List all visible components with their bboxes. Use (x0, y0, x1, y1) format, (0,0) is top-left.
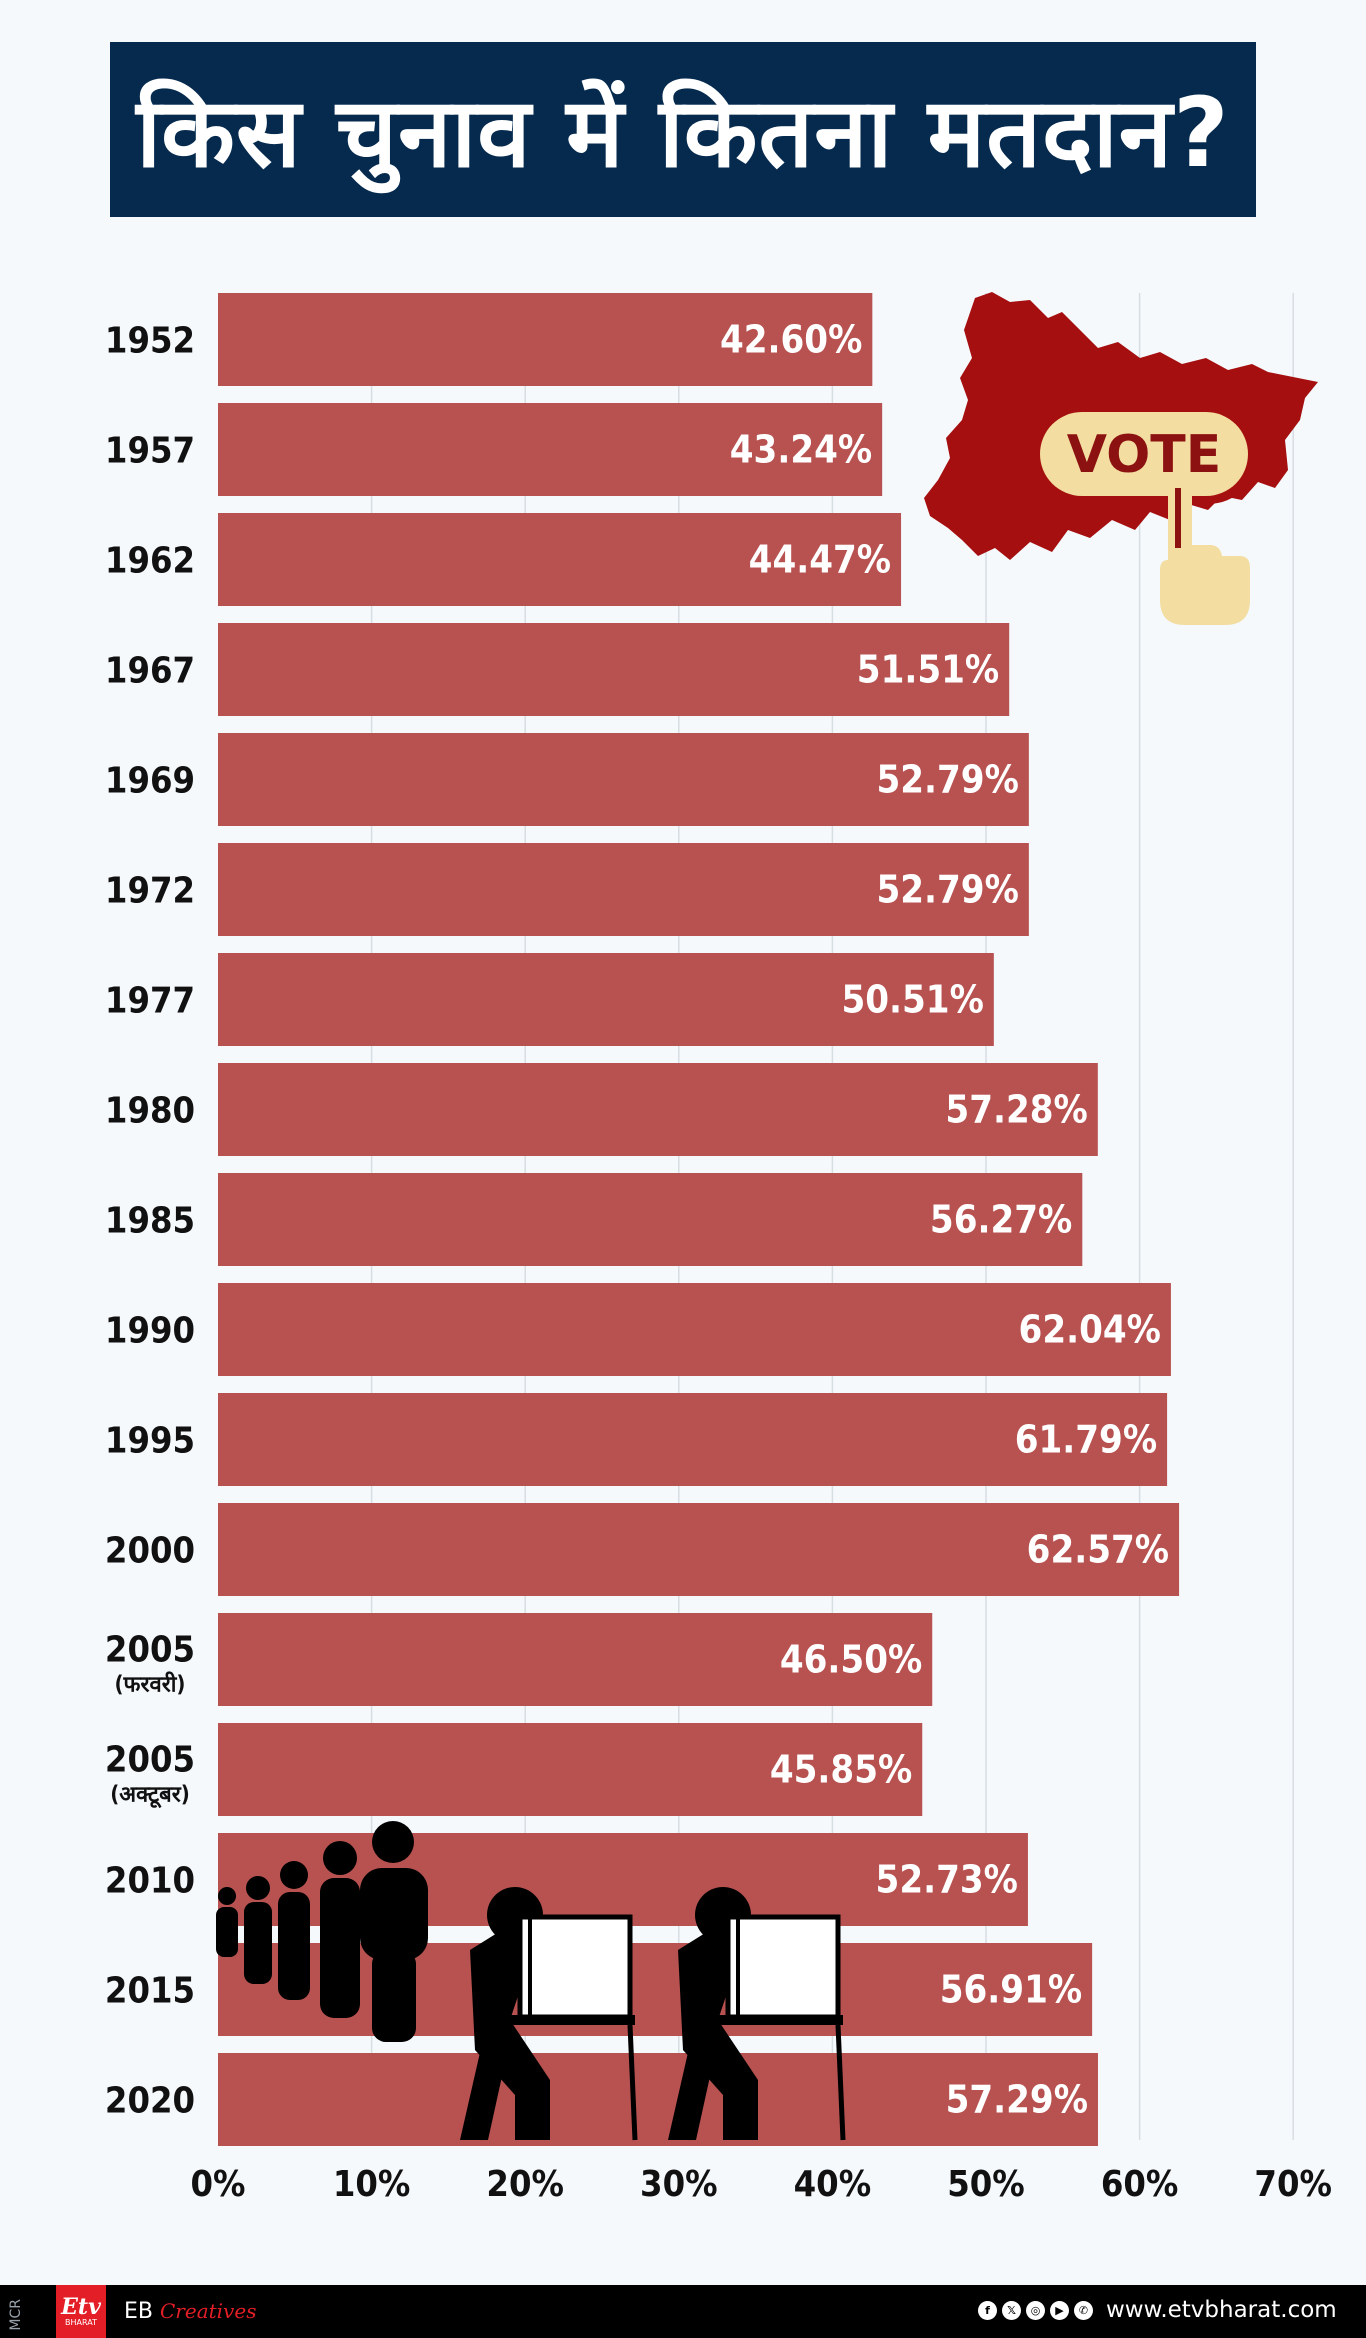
logo-main: Etv (61, 2294, 101, 2320)
bar (218, 1173, 1083, 1266)
booth-screen (725, 1914, 841, 2020)
whatsapp-icon[interactable]: ✆ (1074, 2301, 1093, 2320)
bar-value-label: 56.91% (940, 1968, 1082, 2012)
x-icon[interactable]: 𝕏 (1002, 2301, 1021, 2320)
bar (218, 1393, 1168, 1486)
year-label: 1980 (105, 1091, 195, 1132)
bar-value-label: 57.29% (946, 2078, 1088, 2122)
x-tick-label: 50% (947, 2164, 1025, 2205)
social-icons: f 𝕏 ◎ ▶ ✆ (978, 2301, 1093, 2320)
bar-value-label: 52.73% (876, 1858, 1018, 1902)
bar-value-label: 51.51% (857, 648, 999, 692)
bar-value-label: 57.28% (945, 1088, 1087, 1132)
booth-leg (835, 2024, 846, 2141)
x-tick-label: 20% (486, 2164, 564, 2205)
x-tick-label: 40% (794, 2164, 872, 2205)
vote-badge (1040, 412, 1248, 496)
year-label: 1952 (105, 321, 195, 362)
x-tick-label: 0% (191, 2164, 246, 2205)
bar (218, 953, 994, 1046)
booth-screen (517, 1914, 633, 2020)
year-label: 2015 (105, 1971, 195, 2012)
bar-value-label: 44.47% (749, 538, 891, 582)
year-label: 1995 (105, 1421, 195, 1462)
bar (218, 513, 902, 606)
eb-creatives-label: EB Creatives (124, 2299, 256, 2324)
x-tick-label: 10% (333, 2164, 411, 2205)
bar (218, 1063, 1098, 1156)
x-tick-label: 30% (640, 2164, 718, 2205)
booth-leg (685, 2024, 696, 2141)
illustration: VOTE (216, 292, 1318, 2141)
booth-table (480, 2015, 635, 2025)
title-banner: किस चुनाव में कितना मतदान? (110, 42, 1256, 217)
bar (218, 403, 883, 496)
year-label: 1977 (105, 981, 195, 1022)
bar-value-label: 50.51% (841, 978, 983, 1022)
website-link[interactable]: www.etvbharat.com (1106, 2297, 1337, 2323)
year-label: 1969 (105, 761, 195, 802)
year-label: 2005 (105, 1630, 195, 1671)
bar (218, 1723, 923, 1816)
bar-value-label: 56.27% (930, 1198, 1072, 1242)
x-axis: 0% 10% 20% 30% 40% 50% 60% 70% (191, 2164, 1332, 2205)
instagram-icon[interactable]: ◎ (1026, 2301, 1045, 2320)
facebook-icon[interactable]: f (978, 2301, 997, 2320)
year-label: 2005 (105, 1740, 195, 1781)
bar-value-label: 46.50% (780, 1638, 922, 1682)
etv-bharat-logo[interactable]: Etv BHARAT (56, 2285, 106, 2338)
bar (218, 1613, 933, 1706)
bar-value-label: 43.24% (730, 428, 872, 472)
bars: 42.60% 1952 43.24% 1957 44.47% 1962 51.51% 1967… (105, 293, 1180, 2146)
voter-body (678, 1925, 758, 2140)
booth-leg (627, 2024, 638, 2141)
vote-badge-text: VOTE (1067, 425, 1222, 485)
turnout-bar-chart: 42.60% 1952 43.24% 1957 44.47% 1962 51.51% 1967… (105, 292, 1332, 2205)
creatives-text: Creatives (160, 2299, 257, 2323)
booth-table (688, 2015, 843, 2025)
bar (218, 2053, 1098, 2146)
bar (218, 1503, 1180, 1596)
bar (218, 843, 1029, 936)
logo-sub: BHARAT (65, 2318, 97, 2327)
year-label: 1962 (105, 541, 195, 582)
year-label: 2020 (105, 2081, 195, 2122)
bar (218, 733, 1029, 826)
x-tick-label: 60% (1101, 2164, 1179, 2205)
bar (218, 1943, 1093, 2036)
year-label: 1985 (105, 1201, 195, 1242)
bar-value-label: 45.85% (770, 1748, 912, 1792)
bar-value-label: 52.79% (876, 758, 1018, 802)
year-label: 1967 (105, 651, 195, 692)
page-title: किस चुनाव में कितना मतदान? (136, 77, 1230, 189)
year-label: 1972 (105, 871, 195, 912)
booth-leg (477, 2024, 488, 2141)
youtube-icon[interactable]: ▶ (1050, 2301, 1069, 2320)
bar-value-label: 62.04% (1019, 1308, 1161, 1352)
voters-queue-icon (216, 1821, 428, 2042)
year-label: 1957 (105, 431, 195, 472)
bar-value-label: 42.60% (720, 318, 862, 362)
bar-value-label: 61.79% (1015, 1418, 1157, 1462)
mcr-mark: MCR (8, 2299, 24, 2331)
footer: MCR Etv BHARAT EB Creatives f 𝕏 ◎ ▶ ✆ ww… (0, 2285, 1366, 2338)
year-label: 2000 (105, 1531, 195, 1572)
pointing-hand-icon (1160, 476, 1250, 625)
year-label: 1990 (105, 1311, 195, 1352)
bar (218, 1283, 1171, 1376)
bar (218, 623, 1010, 716)
voter-body (470, 1925, 550, 2140)
voting-booth-icon (460, 1887, 846, 2141)
x-tick-label: 70% (1254, 2164, 1332, 2205)
year-sublabel: (फरवरी) (115, 1671, 186, 1698)
eb-text: EB (124, 2299, 153, 2324)
bar (218, 293, 873, 386)
bar-value-label: 52.79% (876, 868, 1018, 912)
year-label: 2010 (105, 1861, 195, 1902)
bar-value-label: 62.57% (1027, 1528, 1169, 1572)
year-sublabel: (अक्टूबर) (110, 1783, 190, 1809)
